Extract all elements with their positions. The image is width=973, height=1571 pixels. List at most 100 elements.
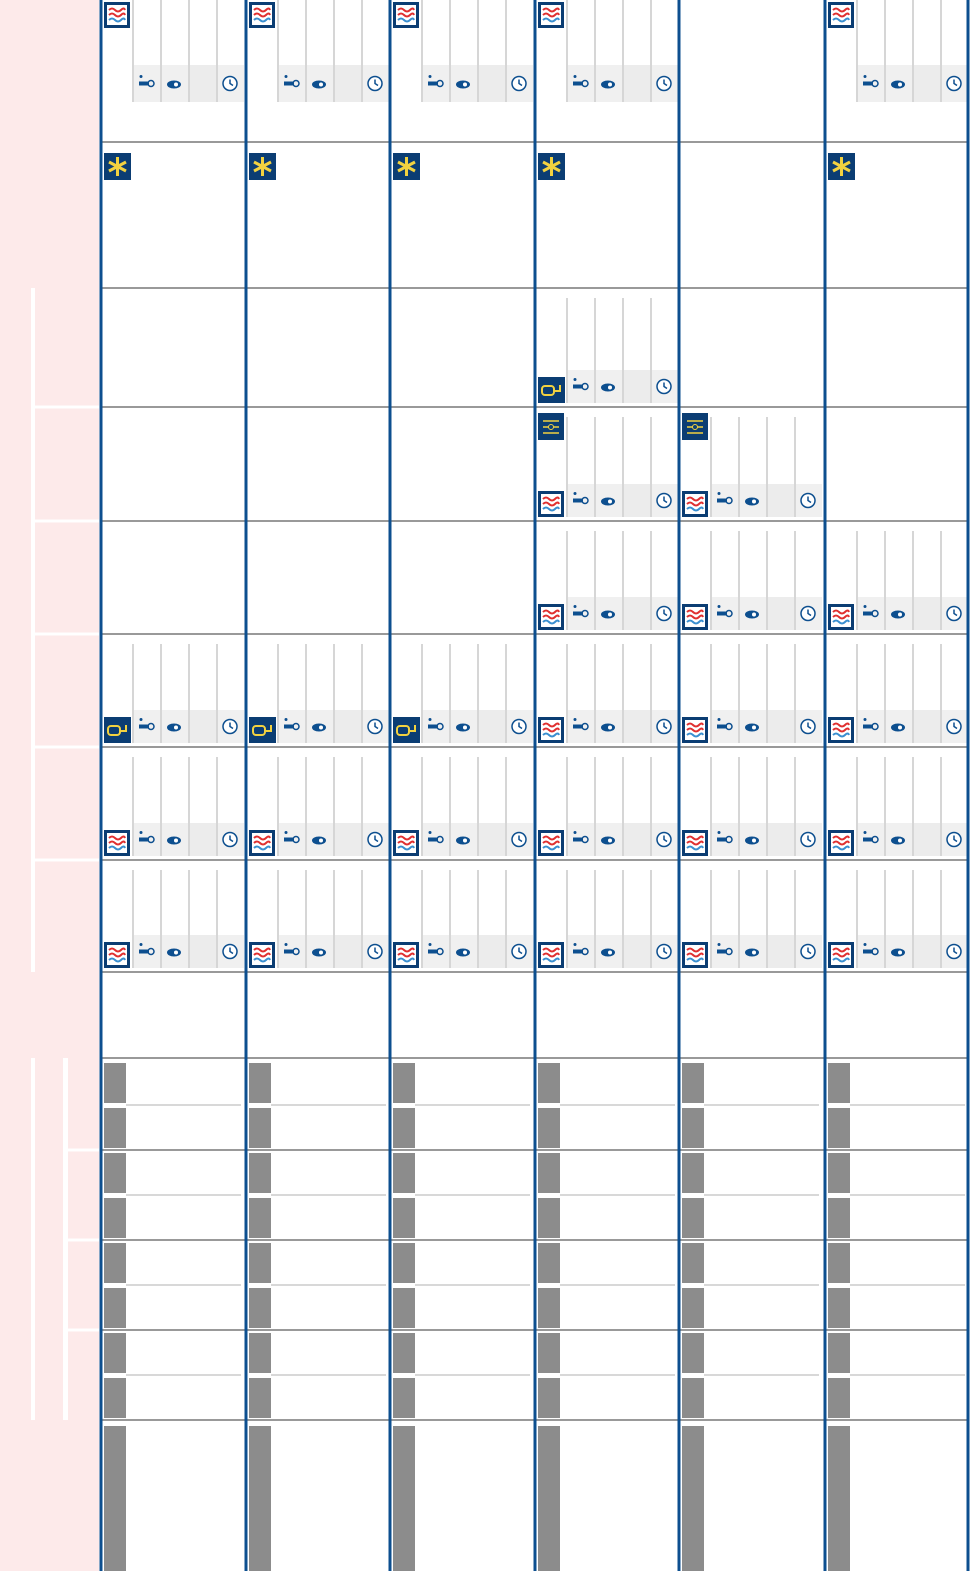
small-icon bbox=[374, 947, 379, 955]
small-icon bbox=[518, 79, 523, 87]
small-icon bbox=[284, 943, 288, 946]
icon-wave bbox=[253, 7, 271, 13]
small-icon bbox=[463, 950, 467, 955]
gray-bar bbox=[538, 1426, 560, 1571]
small-icon bbox=[229, 947, 234, 955]
small-icon bbox=[174, 838, 178, 843]
slot bbox=[768, 823, 794, 856]
gray-bar bbox=[104, 1288, 126, 1328]
wave-icon bbox=[393, 942, 419, 968]
slot bbox=[479, 823, 505, 856]
small-icon bbox=[573, 81, 583, 86]
small-icon bbox=[717, 498, 727, 503]
icon-plug-tail bbox=[266, 725, 272, 732]
small-icon bbox=[139, 949, 149, 954]
small-icon bbox=[428, 949, 438, 954]
small-icon bbox=[953, 79, 958, 87]
icon-wave bbox=[253, 840, 271, 846]
icon-wave bbox=[397, 12, 415, 18]
small-icon bbox=[284, 724, 294, 729]
icon-wave bbox=[686, 619, 704, 625]
icon-wave bbox=[832, 12, 850, 18]
icon-star bbox=[832, 157, 851, 176]
small-icon bbox=[319, 82, 323, 87]
wave-icon bbox=[393, 2, 419, 28]
gray-bar bbox=[538, 1378, 560, 1418]
star-icon bbox=[249, 153, 276, 180]
gray-bar bbox=[393, 1288, 415, 1328]
small-icon bbox=[717, 831, 721, 834]
small-icon bbox=[573, 949, 583, 954]
gray-bar bbox=[682, 1288, 704, 1328]
icon-wave bbox=[253, 17, 271, 23]
icon-wave bbox=[832, 835, 850, 841]
small-icon bbox=[428, 831, 432, 834]
icon-wave bbox=[542, 614, 560, 620]
small-icon bbox=[863, 831, 867, 834]
icon-plug-tail bbox=[555, 385, 561, 392]
icon-wave bbox=[397, 952, 415, 958]
small-icon bbox=[608, 725, 612, 730]
icon-wave bbox=[542, 12, 560, 18]
small-icon bbox=[863, 605, 867, 608]
wave-icon bbox=[104, 942, 130, 968]
icon-wave bbox=[542, 722, 560, 728]
gray-bar bbox=[538, 1288, 560, 1328]
icon-wave bbox=[253, 957, 271, 963]
small-icon bbox=[863, 943, 867, 946]
small-icon bbox=[428, 718, 432, 721]
icon-wave bbox=[542, 727, 560, 733]
small-icon bbox=[663, 382, 668, 390]
gray-bar bbox=[538, 1333, 560, 1373]
small-icon bbox=[663, 496, 668, 504]
slot bbox=[190, 65, 216, 102]
gray-bar bbox=[682, 1243, 704, 1283]
slot bbox=[768, 597, 794, 630]
wave-icon bbox=[682, 604, 708, 630]
icon-knob bbox=[692, 424, 698, 430]
icon-wave bbox=[832, 947, 850, 953]
filter-icon bbox=[538, 413, 564, 440]
icon-wave bbox=[542, 845, 560, 851]
gray-bar bbox=[828, 1063, 850, 1103]
gray-bar bbox=[104, 1108, 126, 1148]
gray-bar bbox=[682, 1333, 704, 1373]
gray-bar bbox=[249, 1243, 271, 1283]
filter-icon bbox=[682, 413, 708, 440]
small-icon bbox=[717, 492, 721, 495]
gray-bar bbox=[249, 1333, 271, 1373]
gray-bar bbox=[104, 1243, 126, 1283]
small-icon bbox=[608, 950, 612, 955]
plug-icon bbox=[393, 717, 420, 743]
small-icon bbox=[608, 385, 612, 390]
slot bbox=[479, 935, 505, 968]
gray-bar bbox=[538, 1063, 560, 1103]
icon-wave bbox=[397, 957, 415, 963]
slot bbox=[479, 710, 505, 743]
wave-icon bbox=[249, 2, 275, 28]
wave-icon bbox=[249, 942, 275, 968]
gray-bar bbox=[682, 1153, 704, 1193]
small-icon bbox=[863, 81, 873, 86]
slot bbox=[768, 484, 794, 517]
wave-icon bbox=[682, 491, 708, 517]
small-icon bbox=[573, 384, 583, 389]
gray-bar bbox=[828, 1153, 850, 1193]
icon-knob bbox=[548, 424, 554, 430]
slot bbox=[914, 597, 940, 630]
icon-wave bbox=[832, 845, 850, 851]
small-icon bbox=[663, 79, 668, 87]
gray-bar bbox=[104, 1333, 126, 1373]
gray-bar bbox=[393, 1153, 415, 1193]
gray-bar bbox=[249, 1153, 271, 1193]
slot bbox=[335, 823, 361, 856]
icon-wave bbox=[108, 952, 126, 958]
small-icon bbox=[953, 835, 958, 843]
small-icon bbox=[717, 943, 721, 946]
wave-icon bbox=[828, 2, 854, 28]
icon-wave bbox=[542, 840, 560, 846]
small-icon bbox=[374, 722, 379, 730]
icon-plug bbox=[107, 725, 121, 736]
icon-wave bbox=[108, 12, 126, 18]
